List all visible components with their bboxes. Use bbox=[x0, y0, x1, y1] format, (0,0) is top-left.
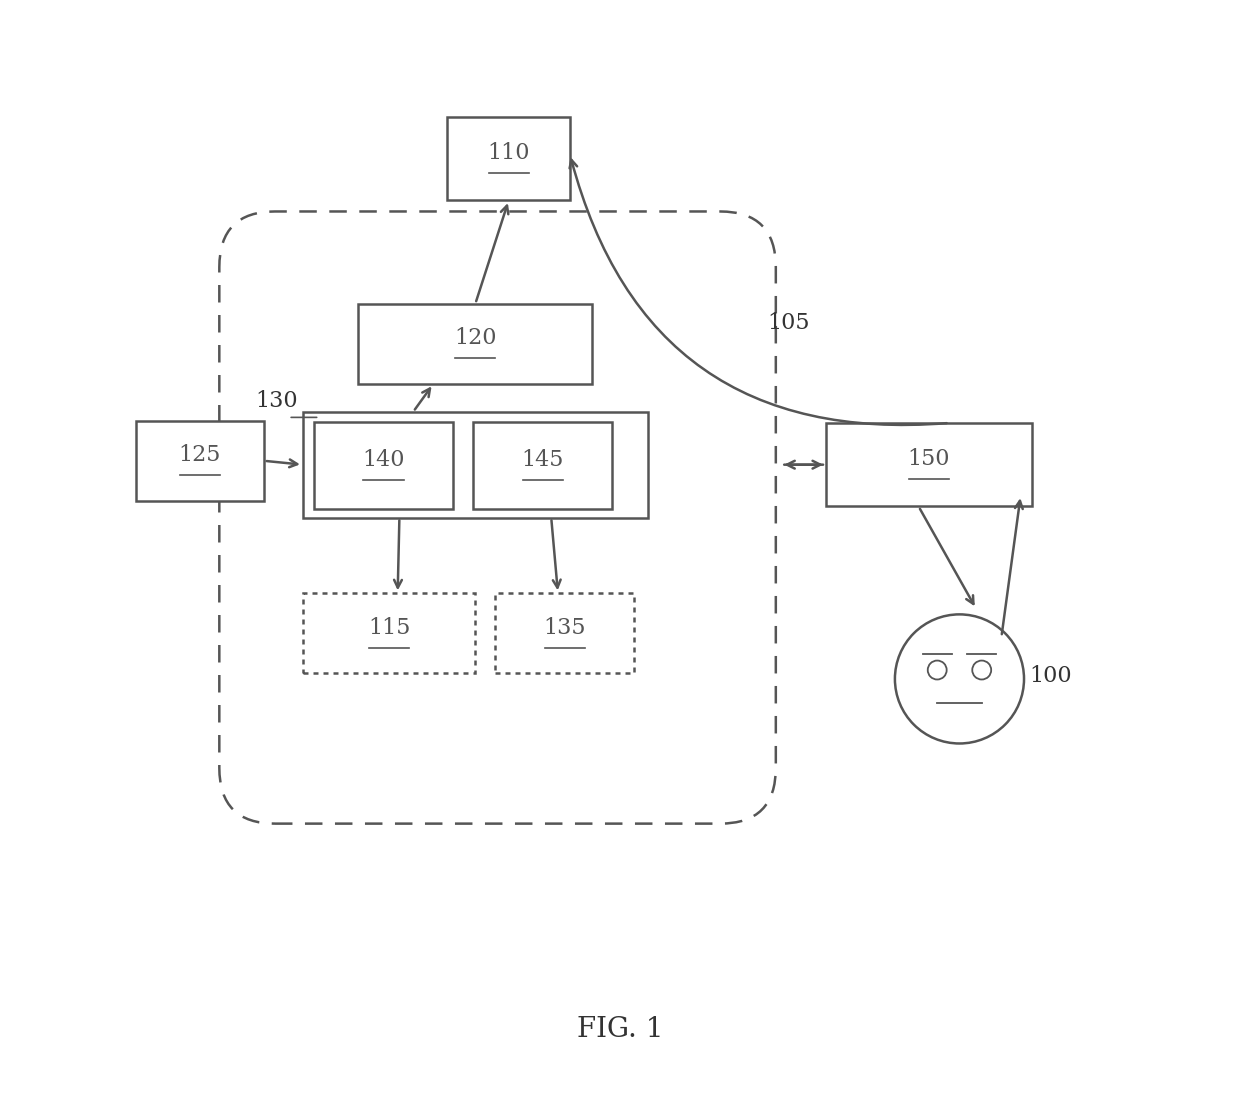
Bar bbox=[826, 423, 1032, 506]
Bar bbox=[303, 412, 647, 518]
Bar bbox=[136, 421, 264, 501]
Text: 135: 135 bbox=[543, 617, 587, 639]
Bar bbox=[495, 593, 635, 673]
Text: 105: 105 bbox=[766, 312, 810, 334]
Text: 145: 145 bbox=[522, 449, 564, 471]
Bar bbox=[314, 422, 453, 509]
Bar bbox=[448, 117, 570, 200]
FancyArrowPatch shape bbox=[569, 160, 946, 425]
Text: 100: 100 bbox=[1029, 664, 1073, 687]
Text: 150: 150 bbox=[908, 449, 950, 470]
Text: 125: 125 bbox=[179, 444, 221, 466]
Text: FIG. 1: FIG. 1 bbox=[577, 1016, 663, 1043]
Text: 120: 120 bbox=[454, 327, 496, 349]
Bar bbox=[358, 304, 593, 384]
Bar bbox=[303, 593, 475, 673]
Text: 130: 130 bbox=[255, 390, 298, 412]
Text: 110: 110 bbox=[487, 142, 529, 164]
FancyBboxPatch shape bbox=[219, 211, 776, 824]
Text: 115: 115 bbox=[368, 617, 410, 639]
Text: 140: 140 bbox=[362, 449, 404, 471]
Bar bbox=[474, 422, 613, 509]
